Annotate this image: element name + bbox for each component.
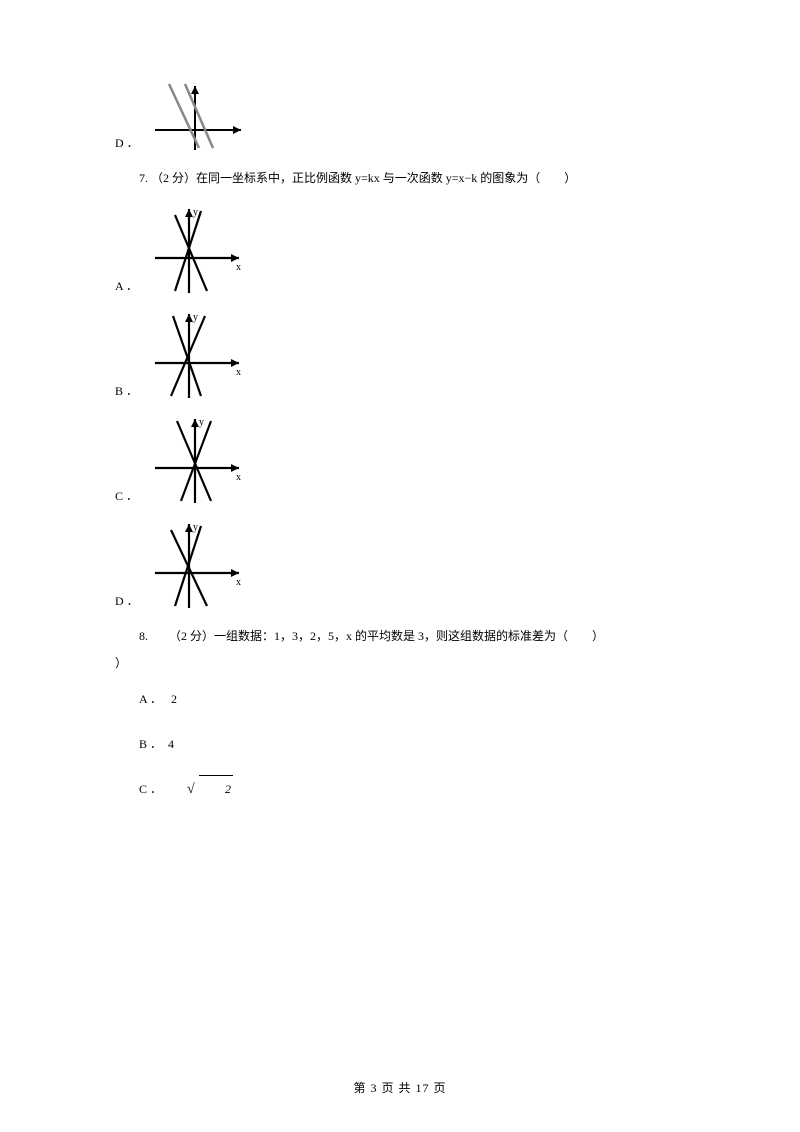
sqrt-icon: 2 — [165, 775, 233, 802]
option-label: D ． — [115, 134, 151, 155]
page-footer: 第 3 页 共 17 页 — [0, 1079, 800, 1096]
q8-close-paren: ） — [115, 650, 685, 676]
svg-text:x: x — [236, 472, 241, 483]
q7-option-b: B ． x y — [115, 308, 685, 403]
page-content: D ． 7. （2 分）在同一坐标系中，正比例函数 y=kx 与一次函数 y=x… — [0, 0, 800, 802]
option-label: A ． — [115, 277, 151, 298]
svg-text:y: y — [193, 207, 198, 218]
option-label: C ． — [115, 487, 151, 508]
q6-graph-d — [151, 80, 248, 155]
q7-graph-a: x y — [151, 203, 246, 298]
svg-text:y: y — [193, 522, 198, 533]
q7-graph-d: x y — [151, 518, 246, 613]
q8-option-a: A ． 2 — [115, 686, 685, 712]
q8-option-c: C ． 2 — [115, 775, 685, 802]
q7-option-c: C ． x y — [115, 413, 685, 508]
svg-text:y: y — [199, 417, 204, 428]
svg-text:x: x — [236, 577, 241, 588]
option-label: D ． — [115, 592, 151, 613]
svg-text:x: x — [236, 367, 241, 378]
q6-option-d: D ． — [115, 80, 685, 155]
q7-option-a: A ． x y — [115, 203, 685, 298]
q7-option-d: D ． x y — [115, 518, 685, 613]
q8-option-b: B ． 4 — [115, 731, 685, 757]
svg-text:x: x — [236, 262, 241, 273]
q7-graph-b: x y — [151, 308, 246, 403]
option-label: B ． — [115, 382, 151, 403]
option-label: C ． — [139, 782, 162, 796]
q8-text: 8. （2 分）一组数据：1，3，2，5，x 的平均数是 3，则这组数据的标准差… — [115, 623, 685, 649]
q7-text: 7. （2 分）在同一坐标系中，正比例函数 y=kx 与一次函数 y=x−k 的… — [115, 165, 685, 191]
svg-text:y: y — [193, 312, 198, 323]
q7-graph-c: x y — [151, 413, 246, 508]
